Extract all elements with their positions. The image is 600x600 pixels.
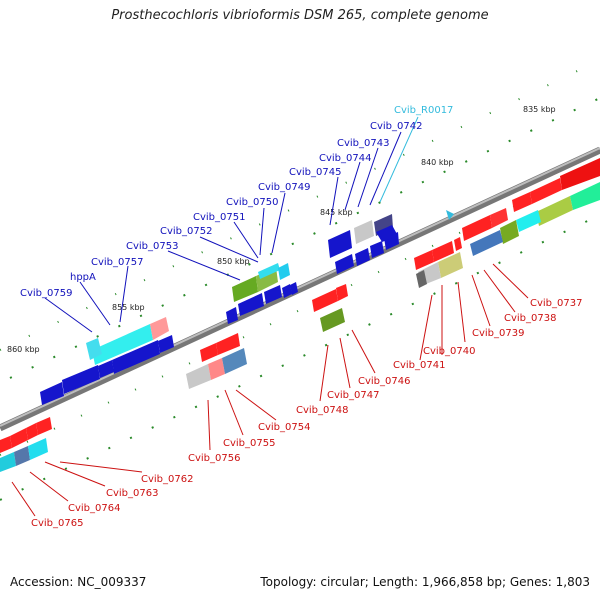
gene-label: Cvib_0747 [327, 390, 379, 401]
gene-Cvib_0743 [354, 220, 374, 244]
gene-label: Cvib_0745 [289, 167, 341, 178]
gene-label: Cvib_0752 [160, 226, 212, 237]
gene-Cvib_0742 [328, 230, 352, 258]
scale-label: 835 kbp [523, 105, 556, 114]
gene-label: Cvib_0763 [106, 488, 158, 499]
scale-label: 845 kbp [320, 208, 353, 217]
chromosome-backbone [0, 146, 600, 432]
gene-label: Cvib_0757 [91, 257, 143, 268]
gene-label: Cvib_0755 [223, 438, 275, 449]
scale-label: 855 kbp [112, 303, 145, 312]
gene-label: Cvib_R0017 [394, 105, 453, 116]
gene-label: Cvib_0756 [188, 453, 240, 464]
bottom-gene-labels: Cvib_0737 Cvib_0738 Cvib_0739 Cvib_0740 … [31, 298, 582, 529]
gene-label: Cvib_0746 [358, 376, 410, 387]
scale-label: 860 kbp [7, 345, 40, 354]
gene-label: Cvib_0749 [258, 182, 310, 193]
gene-label: Cvib_0762 [141, 474, 193, 485]
scale-labels: 835 kbp 840 kbp 845 kbp 850 kbp 855 kbp … [7, 105, 556, 354]
gene-label: Cvib_0737 [530, 298, 582, 309]
gene-Cvib_0744 [374, 214, 393, 236]
scale-label: 840 kbp [421, 158, 454, 167]
gene-label: Cvib_0765 [31, 518, 83, 529]
tick-marks [0, 59, 600, 501]
scale-label: 850 kbp [217, 257, 250, 266]
accession-text: Accession: NC_009337 [10, 575, 147, 589]
top-gene-labels: Cvib_R0017 Cvib_0742 Cvib_0743 Cvib_0744… [20, 105, 453, 299]
gene-Cvib_R0017 [446, 210, 454, 220]
gene-label: Cvib_0738 [504, 313, 556, 324]
forward-genes [40, 214, 399, 405]
gene-label: hppA [70, 272, 96, 283]
top-connectors [44, 116, 419, 333]
bottom-connectors [11, 263, 529, 517]
gene-label: Cvib_0751 [193, 212, 245, 223]
gene-label: Cvib_0739 [472, 328, 524, 339]
gene-label: Cvib_0764 [68, 503, 120, 514]
map-title: Prosthecochloris vibrioformis DSM 265, c… [111, 8, 489, 23]
gene-label: Cvib_0759 [20, 288, 72, 299]
gene-label: Cvib_0748 [296, 405, 348, 416]
gene-label: Cvib_0750 [226, 197, 278, 208]
gene-label: Cvib_0740 [423, 346, 475, 357]
gene-label: Cvib_0743 [337, 138, 389, 149]
gene-label: Cvib_0741 [393, 360, 445, 371]
gene-label: Cvib_0742 [370, 121, 422, 132]
gene-label: Cvib_0753 [126, 241, 178, 252]
gene-label: Cvib_0754 [258, 422, 310, 433]
gene-Cvib_0749 [232, 276, 258, 302]
reverse-genes [0, 158, 600, 472]
gene-label: Cvib_0744 [319, 153, 371, 164]
topology-text: Topology: circular; Length: 1,966,858 bp… [260, 575, 590, 589]
